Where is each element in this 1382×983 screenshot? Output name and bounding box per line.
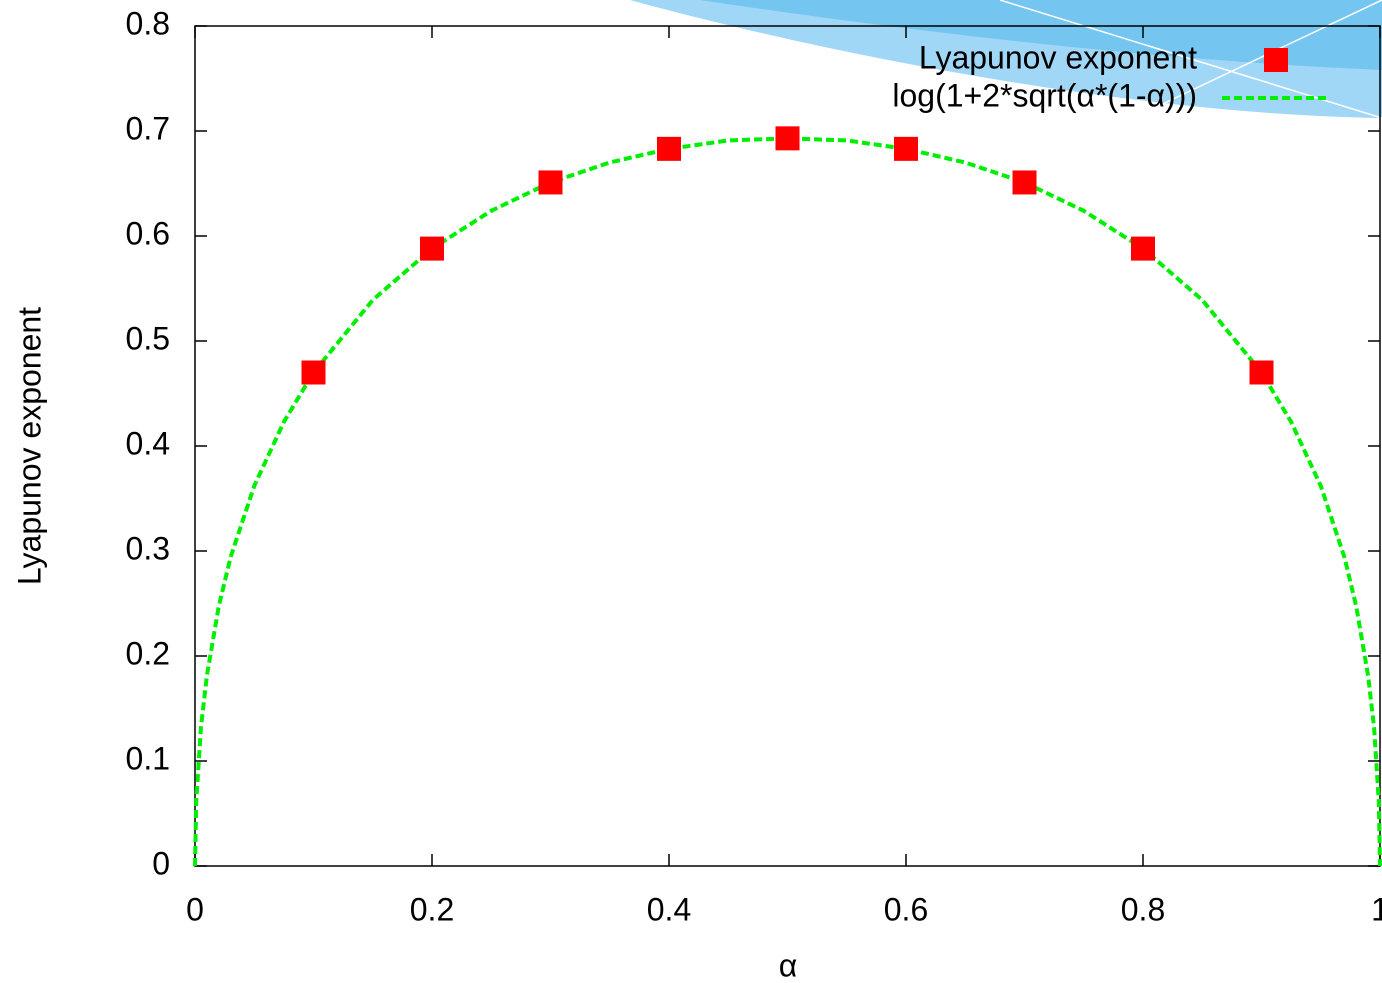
x-tick-label: 1 (1371, 891, 1382, 927)
x-tick-label: 0.2 (410, 891, 454, 927)
y-tick-label: 0.4 (126, 425, 170, 461)
legend-marker (1264, 48, 1288, 72)
data-point (1131, 236, 1155, 261)
y-axis-label: Lyapunov exponent (11, 307, 47, 585)
data-point (301, 360, 326, 385)
curve (193, 136, 1382, 867)
y-tick-label: 0 (152, 845, 170, 881)
y-tick-label: 0.5 (126, 320, 170, 356)
legend-label: log(1+2*sqrt(α*(1-α))) (892, 77, 1197, 113)
background-decoration (630, 0, 1382, 119)
x-tick-label: 0.8 (1121, 891, 1165, 927)
data-point (420, 236, 444, 261)
data-point (1012, 170, 1037, 195)
data-point (538, 170, 563, 195)
legend-label: Lyapunov exponent (919, 39, 1197, 75)
plot-frame (194, 25, 1381, 867)
x-tick-label: 0 (186, 891, 204, 927)
data-point (775, 126, 800, 151)
y-tick-label: 0.1 (126, 740, 170, 776)
y-tick-label: 0.6 (126, 215, 170, 251)
y-tick-label: 0.3 (126, 530, 170, 566)
data-point (894, 136, 918, 161)
x-tick-label: 0.6 (884, 891, 928, 927)
x-axis-label: α (779, 947, 798, 983)
y-tick-label: 0.8 (126, 5, 170, 41)
x-tick-label: 0.4 (647, 891, 691, 927)
y-tick-label: 0.7 (126, 110, 170, 146)
data-point (657, 136, 681, 161)
y-tick-label: 0.2 (126, 635, 170, 671)
data-point (1249, 360, 1274, 385)
